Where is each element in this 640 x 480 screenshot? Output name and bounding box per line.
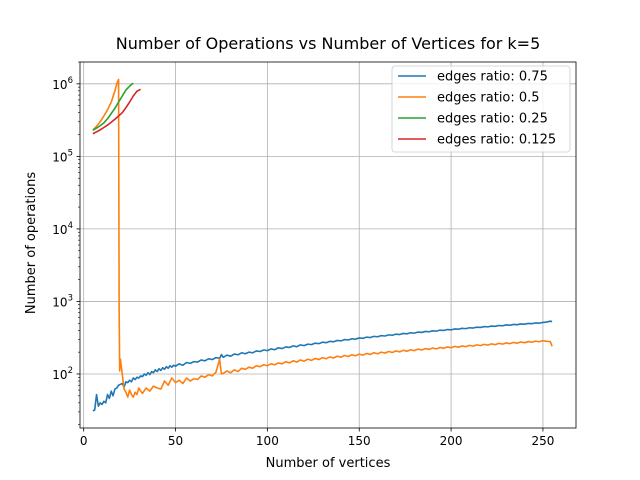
series-line bbox=[92, 320, 553, 412]
x-tick-label: 50 bbox=[168, 434, 183, 448]
legend-box bbox=[391, 65, 571, 153]
legend-label: edges ratio: 0.25 bbox=[437, 112, 548, 127]
x-tick-label: 150 bbox=[348, 434, 371, 448]
y-tick-label: 103 bbox=[52, 293, 73, 309]
legend-label: edges ratio: 0.125 bbox=[437, 133, 556, 148]
series-line bbox=[92, 88, 141, 135]
chart-title: Number of Operations vs Number of Vertic… bbox=[116, 34, 541, 53]
y-axis-label: Number of operations bbox=[24, 172, 39, 314]
series-layer bbox=[92, 78, 553, 412]
x-tick-label: 250 bbox=[531, 434, 554, 448]
x-tick-label: 0 bbox=[80, 434, 88, 448]
axes-layer: 0 50 100 150 200 250 102 103 104 105 106 bbox=[52, 61, 577, 448]
x-axis-label: Number of vertices bbox=[266, 456, 391, 471]
y-tick-label: 102 bbox=[52, 366, 73, 382]
series-line bbox=[92, 78, 553, 398]
plot-frame bbox=[79, 61, 577, 429]
y-tick-label: 106 bbox=[52, 76, 73, 92]
y-tick-label: 104 bbox=[52, 221, 73, 237]
series-line bbox=[92, 82, 134, 131]
x-tick-label: 100 bbox=[256, 434, 279, 448]
y-tick-label: 105 bbox=[52, 148, 73, 164]
legend: edges ratio: 0.75 edges ratio: 0.5 edges r… bbox=[391, 65, 571, 153]
legend-label: edges ratio: 0.75 bbox=[437, 70, 548, 85]
legend-label: edges ratio: 0.5 bbox=[437, 91, 540, 106]
x-tick-label: 200 bbox=[440, 434, 463, 448]
